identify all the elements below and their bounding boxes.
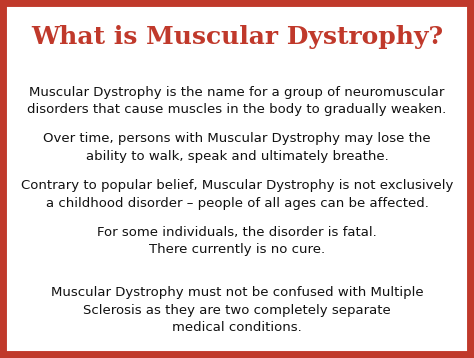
Text: Over time, persons with Muscular Dystrophy may lose the
ability to walk, speak a: Over time, persons with Muscular Dystrop… (43, 132, 431, 163)
Text: For some individuals, the disorder is fatal.
There currently is no cure.: For some individuals, the disorder is fa… (97, 226, 377, 256)
Text: Muscular Dystrophy is the name for a group of neuromuscular
disorders that cause: Muscular Dystrophy is the name for a gro… (27, 86, 447, 116)
Text: Contrary to popular belief, Muscular Dystrophy is not exclusively
a childhood di: Contrary to popular belief, Muscular Dys… (21, 179, 453, 209)
Text: What is Muscular Dystrophy?: What is Muscular Dystrophy? (31, 25, 443, 49)
Text: Muscular Dystrophy must not be confused with Multiple
Sclerosis as they are two : Muscular Dystrophy must not be confused … (51, 286, 423, 334)
